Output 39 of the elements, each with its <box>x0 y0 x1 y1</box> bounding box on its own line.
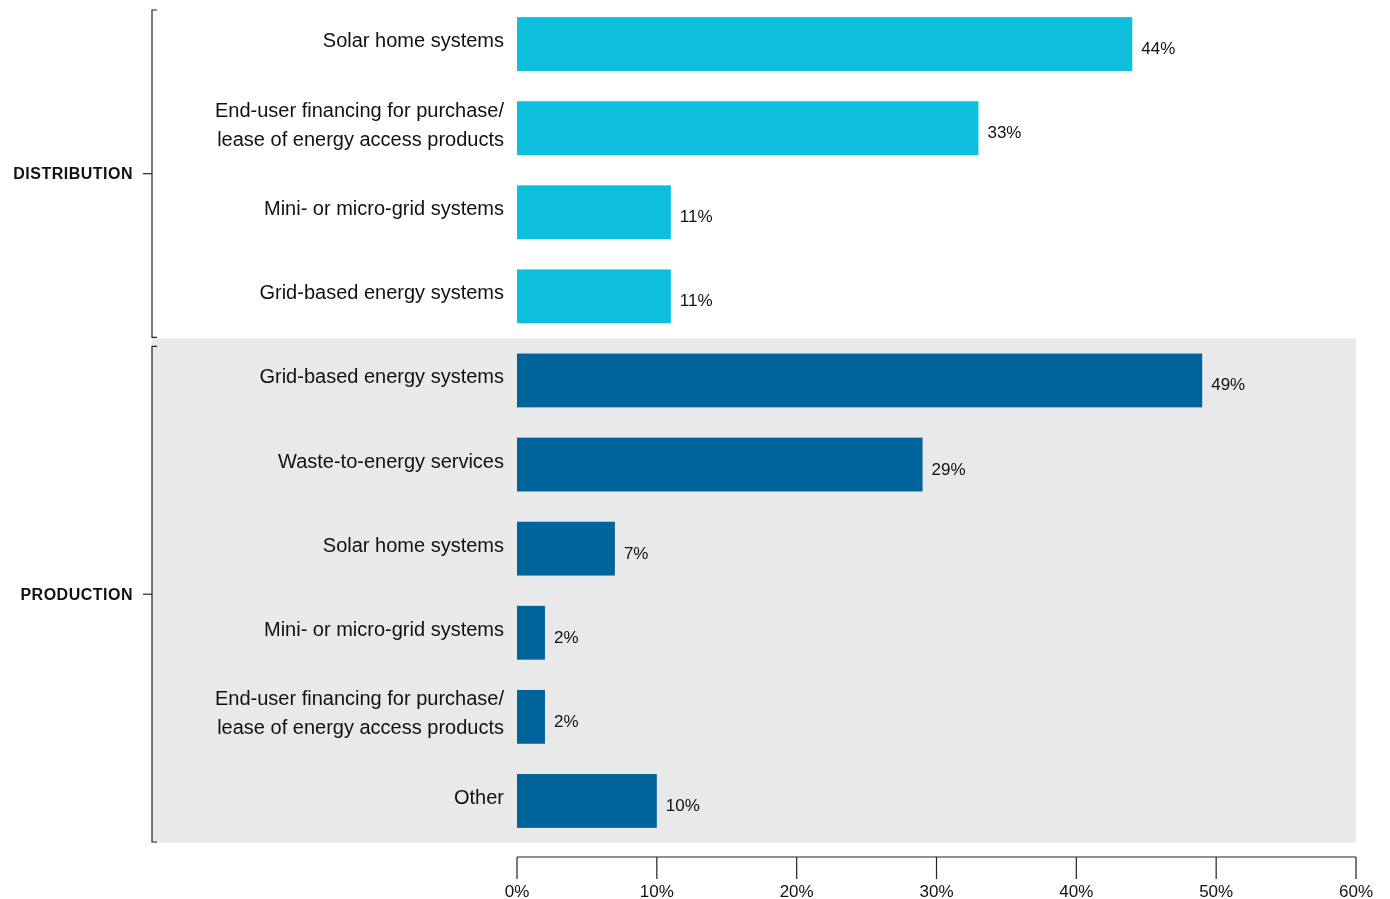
bar <box>517 437 923 492</box>
data-label: 49% <box>1211 375 1246 395</box>
bar <box>517 605 545 660</box>
y-tick-label: Grid-based energy systems <box>259 365 504 388</box>
x-tick-label: 10% <box>639 881 674 899</box>
text: PRODUCTION <box>20 585 133 603</box>
x-tick-label: 60% <box>1338 881 1374 899</box>
y-tick-label: Mini- or micro-grid systems <box>263 197 504 220</box>
x-tick-label: 30% <box>919 881 954 899</box>
data-label: 33% <box>987 123 1022 143</box>
data-label: 44% <box>1141 39 1176 58</box>
x-tick-label: 0% <box>504 881 530 899</box>
x-tick-label: 40% <box>1059 881 1094 899</box>
bar <box>517 17 1133 71</box>
data-label: 29% <box>931 459 966 479</box>
bar <box>517 101 979 156</box>
y-tick-label: Grid-based energy systems <box>259 281 504 304</box>
data-label: 7% <box>623 543 649 563</box>
y-tick-label: Waste-to-energy services <box>278 449 504 472</box>
data-label: 10% <box>665 795 700 815</box>
data-label: 11% <box>679 207 713 227</box>
y-tick-label: Solar home systems <box>322 533 504 556</box>
bar <box>517 521 615 576</box>
bar <box>517 353 1203 408</box>
text: DISTRIBUTION <box>13 165 133 183</box>
bar <box>517 689 545 744</box>
y-tick-label: Solar home systems <box>322 29 504 52</box>
y-tick-label: Other <box>453 785 505 808</box>
bar <box>517 774 657 828</box>
x-tick-label: 50% <box>1199 881 1234 899</box>
data-label: 2% <box>553 711 579 731</box>
x-tick-label: 20% <box>779 881 814 899</box>
y-tick-label: End-user financing for purchase/ lease of energy access products <box>214 98 505 150</box>
bar <box>517 269 671 324</box>
bar <box>517 185 671 240</box>
y-tick-label: Mini- or micro-grid systems <box>263 617 504 640</box>
data-label: 11% <box>679 291 713 311</box>
data-label: 2% <box>553 627 579 647</box>
y-tick-label: End-user financing for purchase/ lease of energy access products <box>214 687 505 739</box>
